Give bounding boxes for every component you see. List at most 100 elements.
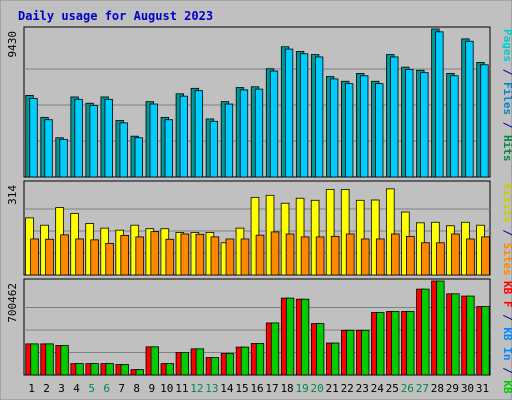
bar-bottom-kb-out (300, 298, 310, 376)
bar-bottom-kb-out (210, 357, 220, 376)
legend-part: Files (501, 82, 512, 115)
bar-bottom-kb-out (240, 346, 250, 376)
bar-middle-sites (240, 238, 250, 276)
bar-middle-sites (30, 238, 39, 276)
bar-bottom-kb-out (45, 343, 54, 376)
bar-middle-sites (330, 235, 340, 276)
bar-top-files (375, 83, 384, 178)
x-tick-label: 8 (133, 382, 140, 395)
bar-bottom-kb-out (376, 312, 385, 376)
x-tick-label: 29 (446, 382, 459, 395)
x-axis-labels: 1 2 3 4 5 6 7 8 9 10 11 12 13 14 15 16 17 18 19 20 21 22 23 24 2… (28, 382, 489, 395)
x-tick-label: 19 (295, 382, 308, 395)
bar-top-files (420, 72, 429, 178)
x-tick-label: 24 (371, 382, 385, 395)
legend-label: KB F / KB In / KB Out (501, 281, 512, 400)
x-tick-label: 12 (190, 382, 203, 395)
bar-bottom-kb-out (120, 364, 129, 376)
bar-middle-sites (285, 233, 295, 276)
bar-bottom-kb-out (406, 310, 415, 376)
bar-top-files (89, 105, 98, 178)
legend-part: KB Out (501, 380, 512, 400)
bar-bottom-kb-out (481, 306, 490, 376)
y-max-label: 9430 (6, 31, 19, 58)
bar-bottom-kb-out (270, 322, 280, 376)
bar-middle-visits (385, 188, 395, 276)
x-tick-label: 16 (250, 382, 263, 395)
bar-top-files (254, 88, 264, 178)
bar-middle-visits (370, 199, 380, 276)
x-tick-label: 13 (205, 382, 218, 395)
legend-part: Sites (501, 243, 512, 276)
bar-top-files (104, 98, 113, 178)
bar-middle-sites (315, 236, 325, 276)
x-tick-label: 26 (401, 382, 414, 395)
x-tick-label: 2 (43, 382, 50, 395)
legend-part: / (501, 361, 512, 381)
panel-middle: 314 Visits / Sites (6, 180, 512, 276)
bar-middle-sites (60, 234, 69, 276)
x-tick-label: 18 (280, 382, 293, 395)
bar-top-files (164, 119, 173, 178)
bar-middle-sites (406, 235, 415, 276)
legend-part: Visits (501, 183, 512, 223)
panel-top: 9430 Pages / Files / Hits (6, 26, 512, 178)
y-max-label: 700462 (6, 283, 19, 323)
bar-top-files (299, 53, 309, 178)
x-tick-label: 15 (235, 382, 248, 395)
bar-top-files (314, 56, 324, 178)
bar-bottom-kb-out (60, 345, 69, 376)
bar-middle-sites (210, 236, 220, 276)
bar-middle-sites (45, 238, 54, 276)
legend-part: / (501, 223, 512, 243)
chart-title: Daily usage for August 2023 (18, 9, 213, 23)
bar-bottom-kb-out (195, 348, 205, 376)
bar-bottom-kb-out (451, 293, 460, 376)
bar-middle-sites (165, 238, 175, 276)
bar-top-files (194, 90, 204, 178)
x-tick-label: 5 (88, 382, 95, 395)
bar-top-files (149, 103, 158, 178)
bar-top-files (450, 75, 459, 178)
bar-bottom-kb-out (75, 363, 84, 376)
bar-bottom-kb-out (255, 343, 265, 376)
bar-middle-sites (120, 235, 130, 276)
bar-middle-visits (355, 199, 365, 276)
bar-bottom-kb-out (90, 363, 99, 376)
bar-top-files (269, 70, 279, 178)
legend-part: / (501, 62, 512, 82)
legend-part: Pages (501, 29, 512, 62)
bar-top-files (390, 56, 399, 178)
legend-label: Visits / Sites (501, 183, 512, 276)
bar-top-files (239, 89, 249, 178)
bar-bottom-kb-out (466, 295, 475, 376)
bar-bottom-kb-out (315, 323, 325, 376)
bar-top-files (330, 78, 339, 178)
bar-bottom-kb-out (421, 288, 430, 376)
x-tick-label: 21 (326, 382, 339, 395)
legend-part: KB In (501, 327, 512, 360)
bar-bottom-kb-out (361, 329, 370, 376)
x-tick-label: 28 (431, 382, 444, 395)
bar-middle-sites (90, 239, 99, 276)
panel-bottom: 700462 KB F / KB In / KB Out (6, 278, 512, 404)
bar-middle-sites (345, 233, 355, 276)
bar-middle-sites (75, 238, 84, 276)
x-tick-label: 31 (476, 382, 489, 395)
legend-part: KB F (501, 281, 512, 308)
bar-bottom-kb-out (346, 329, 355, 376)
bar-middle-sites (255, 234, 265, 276)
bar-top-files (480, 64, 489, 178)
bar-bottom-kb-out (391, 310, 400, 376)
legend-part: Hits (501, 135, 512, 162)
bar-middle-sites (436, 242, 445, 276)
bar-top-files (224, 103, 234, 178)
x-tick-label: 20 (311, 382, 324, 395)
x-tick-label: 9 (148, 382, 155, 395)
legend-part: / (501, 115, 512, 135)
bar-top-files (435, 31, 444, 178)
bar-middle-sites (375, 238, 385, 276)
